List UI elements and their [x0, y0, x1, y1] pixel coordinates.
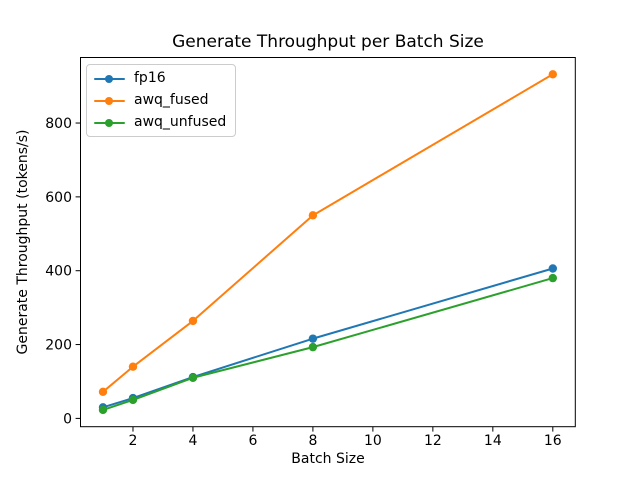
legend: fp16 awq_fused awq_unfused [86, 64, 237, 137]
y-tick-label: 400 [45, 264, 72, 280]
y-tick-label: 0 [63, 411, 72, 427]
series-line-awq_unfused [101, 277, 554, 411]
series-point-awq_fused-x8 [308, 211, 318, 220]
x-tick-label: 14 [484, 433, 502, 449]
series-point-fp16-x8 [308, 334, 318, 343]
x-tick-label: 10 [364, 433, 382, 449]
legend-line-marker-icon [94, 96, 125, 106]
legend-line-marker-icon [94, 74, 125, 84]
x-tick-label: 4 [188, 433, 197, 449]
legend-entry-awq-unfused: awq_unfused [94, 112, 226, 133]
x-tick-label: 16 [544, 433, 562, 449]
series-point-awq_unfused-x1 [98, 405, 108, 415]
y-tick-label: 800 [45, 116, 72, 132]
series-point-awq_unfused-x4 [188, 373, 198, 382]
legend-line-marker-icon [94, 118, 125, 128]
series-point-awq_unfused-x16 [548, 273, 558, 283]
series-point-awq_fused-x2 [128, 362, 138, 371]
y-tick-label: 200 [45, 338, 72, 354]
series-point-awq_fused-x16 [548, 70, 558, 79]
series-point-fp16-x16 [548, 264, 558, 273]
legend-label: awq_unfused [134, 114, 227, 130]
plot-frame [80, 57, 576, 428]
y-axis-label: Generate Throughput (tokens/s) [15, 129, 31, 355]
series-point-awq_fused-x1 [98, 387, 108, 397]
legend-entry-fp16: fp16 [94, 68, 226, 89]
chart-title: Generate Throughput per Batch Size [172, 32, 484, 52]
legend-label: fp16 [134, 70, 166, 86]
x-axis-label: Batch Size [291, 451, 365, 467]
series-point-awq_unfused-x8 [308, 342, 318, 352]
legend-entry-awq-fused: awq_fused [94, 90, 226, 111]
y-tick-label: 600 [45, 190, 72, 206]
x-tick-label: 6 [248, 433, 257, 449]
legend-label: awq_fused [134, 92, 209, 108]
x-tick-label: 8 [308, 433, 317, 449]
x-tick-label: 12 [424, 433, 442, 449]
x-tick-label: 2 [129, 433, 138, 449]
series-point-awq_fused-x4 [188, 316, 198, 326]
series-point-awq_unfused-x2 [128, 395, 138, 405]
